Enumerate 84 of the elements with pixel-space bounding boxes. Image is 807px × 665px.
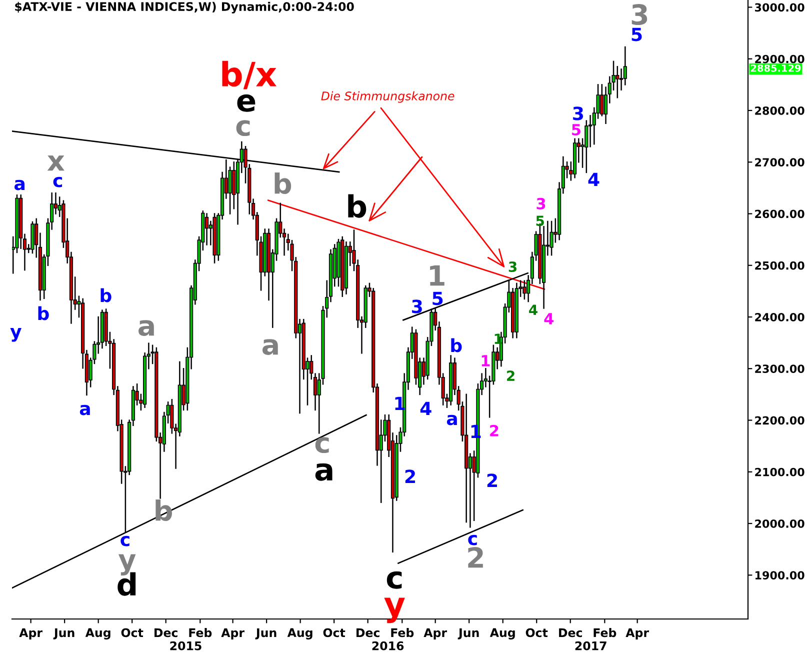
y-tick-label: 2400.00 xyxy=(755,312,804,322)
annotation: 3 xyxy=(573,106,583,120)
x-tick-label: Apr xyxy=(221,628,244,640)
annotation: Die Stimmungskanone xyxy=(321,91,454,103)
x-tick-label: Dec xyxy=(154,628,178,638)
annotation: c xyxy=(53,176,62,188)
annotation: x xyxy=(47,155,64,171)
x-tick-label: Feb xyxy=(189,628,212,638)
annotation: 4 xyxy=(529,304,538,315)
x-tick-label: Dec xyxy=(356,628,380,638)
annotation: 5 xyxy=(572,124,580,136)
y-tick-label: 1900.00 xyxy=(756,571,804,580)
annotation: 2 xyxy=(487,474,497,487)
annotation: b/x xyxy=(222,60,276,90)
x-tick-label: Feb xyxy=(391,628,414,638)
text: 2015 xyxy=(170,641,202,650)
annotation: b xyxy=(38,306,49,320)
y-tick-label: 3000.00 xyxy=(754,3,804,12)
annotation: 5 xyxy=(632,28,642,42)
x-tick-label: Jun xyxy=(255,628,276,640)
x-tick-label: Jun xyxy=(458,628,479,640)
chart-title: $ATX-VIE - VIENNA INDICES,W) Dynamic,0:00-24:00 xyxy=(15,2,354,14)
annotation: c xyxy=(315,437,329,454)
annotation: b xyxy=(274,172,292,194)
annotation: y xyxy=(384,598,405,624)
x-tick-label: Jun xyxy=(53,628,74,640)
y-tick-label: 2500.00 xyxy=(755,261,804,270)
y-tick-label: 2300.00 xyxy=(755,364,804,373)
annotation: 3 xyxy=(632,4,648,26)
x-tick-label: Oct xyxy=(121,628,144,638)
candlestick xyxy=(600,84,604,116)
annotation: c xyxy=(236,120,250,136)
annotation: a xyxy=(446,414,457,426)
annotation: 2 xyxy=(490,424,498,436)
x-tick-label: Aug xyxy=(287,628,312,640)
annotation: 5 xyxy=(432,292,443,306)
annotation: a xyxy=(14,180,24,190)
annotation: 2 xyxy=(405,470,415,483)
y-tick-label: 2700.00 xyxy=(755,158,804,166)
annotation: 4 xyxy=(588,172,600,186)
x-tick-label: Aug xyxy=(490,628,515,640)
y-tick-label: 2800.00 xyxy=(755,106,804,115)
x-tick-label: Aug xyxy=(85,628,110,640)
x-tick-label: Apr xyxy=(626,628,649,640)
x-tick-label: Oct xyxy=(526,628,548,638)
annotation: y xyxy=(10,328,22,342)
annotation: 1 xyxy=(430,265,444,286)
candlestick xyxy=(204,213,209,246)
y-tick-label: 2200.00 xyxy=(755,416,804,425)
annotation: b xyxy=(348,194,366,218)
x-tick-label: Apr xyxy=(19,628,42,640)
annotation: 3 xyxy=(536,198,546,210)
annotation: 4 xyxy=(420,402,432,415)
x-tick-label: Feb xyxy=(594,628,616,638)
annotation: 5 xyxy=(536,216,544,226)
y-tick-label: 2000.00 xyxy=(755,519,804,528)
annotation: c xyxy=(468,534,477,546)
x-tick-label: Dec xyxy=(559,628,582,638)
annotation: 2 xyxy=(507,370,514,381)
annotation: 4 xyxy=(544,313,554,324)
annotation: 3 xyxy=(412,300,422,314)
y-tick-label: 2100.00 xyxy=(755,468,804,476)
annotation: a xyxy=(138,320,154,336)
annotation: 3 xyxy=(508,262,516,272)
candlestick xyxy=(616,66,620,98)
annotation: c xyxy=(120,536,130,546)
annotation: a xyxy=(262,339,278,356)
y-tick-label: 2600.00 xyxy=(755,210,804,218)
text: 2885.129 xyxy=(750,64,801,72)
annotation: a xyxy=(315,463,332,481)
annotation: a xyxy=(80,404,90,416)
x-tick-label: Oct xyxy=(323,628,346,638)
annotation: b xyxy=(451,338,462,352)
annotation: 1 xyxy=(482,355,490,366)
text: 2016 xyxy=(372,641,404,650)
candlestick xyxy=(550,220,554,256)
candlestick xyxy=(522,280,526,300)
text: 2017 xyxy=(575,641,606,650)
annotation: 2 xyxy=(468,547,483,568)
x-tick-label: Apr xyxy=(424,628,448,640)
annotation: c xyxy=(386,571,402,589)
annotation: b xyxy=(100,288,112,302)
annotation: e xyxy=(237,94,256,112)
y-tick-label: 2900.00 xyxy=(755,54,804,64)
